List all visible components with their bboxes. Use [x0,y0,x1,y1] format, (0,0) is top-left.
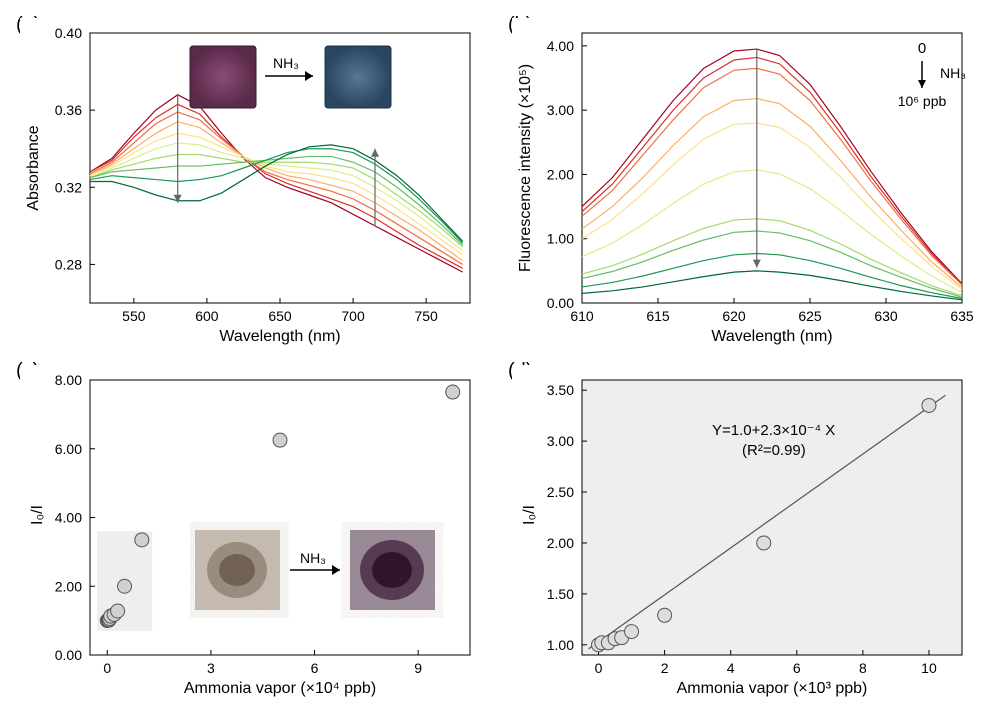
svg-text:0.00: 0.00 [547,295,574,311]
inset-sample-before [190,46,256,108]
figure: (a) 5506006507007500.280.320.360.40 Wave… [10,10,990,710]
panel-c-inset-arrow-label: NH₃ [300,550,326,566]
svg-text:0: 0 [595,660,603,676]
panel-a-ylabel: Absorbance [25,125,42,210]
inset-sample-after [325,46,391,108]
svg-text:Y=1.0+2.3×10⁻⁴ X: Y=1.0+2.3×10⁻⁴ X [712,422,835,439]
svg-text:(R²=0.99): (R²=0.99) [742,442,806,459]
svg-text:3.00: 3.00 [547,433,574,449]
svg-text:6: 6 [311,660,319,676]
svg-text:1.50: 1.50 [547,586,574,602]
svg-text:0: 0 [918,40,926,57]
panel-c-xlabel: Ammonia vapor (×10⁴ ppb) [184,680,376,697]
svg-text:2.00: 2.00 [547,535,574,551]
panel-d: 0 2 4 6 8 10 1.00 1.50 2.00 2.50 3.00 3.50 Y=1.0+2.… [512,365,982,700]
panel-d-svg: 0 2 4 6 8 10 1.00 1.50 2.00 2.50 3.00 3.50 Y=1.0+2.… [512,365,982,700]
svg-text:750: 750 [414,308,438,324]
svg-text:0: 0 [103,660,111,676]
panel-b: 6106156206256306350.001.002.003.004.00 0… [512,18,982,348]
svg-text:4: 4 [727,660,735,676]
svg-text:3.00: 3.00 [547,102,574,118]
panel-b-ylabel: Fluorescence intensity (×10⁵) [517,64,534,272]
svg-text:6.00: 6.00 [55,441,82,457]
svg-text:8: 8 [859,660,867,676]
svg-text:3.50: 3.50 [547,382,574,398]
panel-a-xlabel: Wavelength (nm) [219,328,340,345]
panel-c: 0 3 6 9 0.00 2.00 4.00 6.00 8.00 Ammonia vapor (… [20,365,490,700]
svg-text:1.00: 1.00 [547,637,574,653]
svg-text:630: 630 [874,308,898,324]
svg-text:6: 6 [793,660,801,676]
svg-text:2.50: 2.50 [547,484,574,500]
panel-c-ylabel: I₀/I [29,505,46,525]
svg-text:2.00: 2.00 [55,578,82,594]
svg-text:0.00: 0.00 [55,647,82,663]
svg-text:635: 635 [950,308,974,324]
panel-a-inset-arrow-label: NH₃ [273,55,299,71]
svg-text:0.40: 0.40 [55,25,82,41]
panel-c-inset: NH₃ [190,520,450,620]
svg-text:9: 9 [414,660,422,676]
panel-b-xlabel: Wavelength (nm) [711,328,832,345]
panel-a-inset: NH₃ [185,38,415,113]
svg-text:625: 625 [798,308,822,324]
panel-d-xlabel: Ammonia vapor (×10³ ppb) [677,680,868,697]
svg-text:600: 600 [195,308,219,324]
svg-text:4.00: 4.00 [547,38,574,54]
svg-text:2.00: 2.00 [547,166,574,182]
svg-text:10: 10 [921,660,937,676]
svg-text:8.00: 8.00 [55,372,82,388]
svg-text:NH₃: NH₃ [940,65,966,81]
panel-d-ylabel: I₀/I [521,505,538,525]
svg-text:0.28: 0.28 [55,256,82,272]
svg-text:650: 650 [268,308,292,324]
svg-text:4.00: 4.00 [55,510,82,526]
svg-text:10⁶ ppb: 10⁶ ppb [898,93,947,109]
svg-text:700: 700 [341,308,365,324]
panel-b-svg: 6106156206256306350.001.002.003.004.00 0… [512,18,982,348]
svg-text:1.00: 1.00 [547,231,574,247]
svg-text:0.36: 0.36 [55,102,82,118]
svg-text:2: 2 [661,660,669,676]
svg-text:550: 550 [122,308,146,324]
svg-text:0.32: 0.32 [55,179,82,195]
svg-text:615: 615 [646,308,670,324]
panel-a: 550 600 650 700 750 0.28 0.32 0.36 0.40 Waveleng… [20,18,490,348]
svg-text:620: 620 [722,308,746,324]
svg-text:3: 3 [207,660,215,676]
